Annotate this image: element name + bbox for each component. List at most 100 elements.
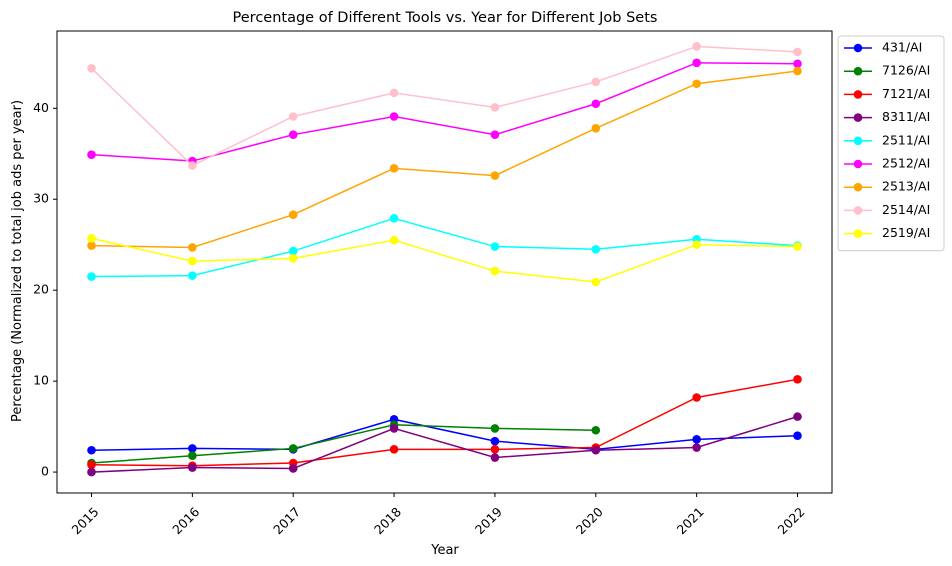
y-axis-label: Percentage (Normalized to total job ads …: [10, 100, 25, 422]
series-layer: [87, 42, 802, 477]
series-2519-ai: [87, 234, 802, 287]
series-line-8311-ai: [91, 415, 798, 473]
legend-marker: [853, 229, 863, 238]
y-tick-label: 40: [33, 100, 49, 115]
legend-item: 8311/AI: [844, 109, 930, 124]
legend-marker: [853, 43, 863, 53]
y-tick-label: 20: [33, 282, 49, 297]
data-point: [288, 254, 298, 263]
x-tick-label: 2016: [169, 504, 202, 537]
data-point: [389, 88, 399, 98]
data-point: [87, 63, 96, 73]
data-point: [490, 242, 500, 251]
data-point: [389, 235, 399, 245]
series-2512-ai: [87, 58, 802, 166]
data-point: [87, 272, 96, 281]
legend-marker: [853, 206, 863, 215]
legend-item: 431/AI: [844, 40, 922, 55]
data-point: [389, 112, 399, 121]
series-line-431-ai: [91, 418, 798, 452]
data-point: [793, 431, 802, 441]
legend-label: 7121/AI: [882, 86, 930, 101]
series-line-7126-ai: [91, 424, 596, 464]
data-point: [591, 425, 601, 435]
legend-label: 2513/AI: [882, 179, 930, 194]
data-point: [490, 445, 500, 454]
data-point: [188, 451, 197, 461]
data-point: [87, 150, 96, 159]
legend-marker: [853, 136, 863, 146]
data-point: [793, 412, 802, 421]
data-point: [793, 375, 802, 384]
series-7126-ai: [87, 420, 601, 468]
x-tick-label: 2017: [270, 504, 303, 537]
x-tick-label: 2021: [674, 504, 707, 537]
data-point: [288, 246, 298, 256]
legend-item: 2512/AI: [844, 156, 930, 171]
data-point: [389, 424, 399, 433]
legend-marker: [853, 66, 863, 76]
data-point: [591, 99, 601, 109]
legend-label: 2511/AI: [882, 132, 930, 147]
legend-item: 7121/AI: [844, 86, 930, 101]
legend-item: 2513/AI: [844, 179, 930, 194]
legend-marker: [853, 90, 863, 99]
data-point: [490, 436, 500, 446]
x-tick-label: 2019: [472, 504, 505, 537]
legend-item: 2514/AI: [844, 202, 930, 217]
data-point: [389, 445, 399, 454]
legend-label: 7126/AI: [882, 63, 930, 78]
series-line-2511-ai: [91, 217, 798, 278]
data-point: [288, 130, 298, 139]
plot-frame: [56, 30, 833, 494]
data-point: [288, 464, 298, 473]
data-point: [87, 460, 96, 470]
legend-marker: [853, 182, 863, 192]
series-line-2513-ai: [91, 70, 798, 249]
data-point: [490, 424, 500, 433]
y-axis-ticks: 0 10 20 30 40: [33, 100, 57, 479]
legend-marker: [853, 113, 863, 122]
data-point: [188, 444, 197, 453]
legend: 431/AI 7126/AI 7121/AI 8311/AI 2511/AI 2512/A…: [837, 35, 945, 252]
data-point: [288, 112, 298, 121]
legend-frame: [837, 35, 945, 252]
data-point: [87, 241, 96, 250]
data-point: [288, 210, 298, 220]
data-point: [490, 453, 500, 462]
data-point: [490, 103, 500, 112]
chart-title: Percentage of Different Tools vs. Year f…: [233, 10, 658, 26]
legend-marker: [853, 159, 863, 169]
data-point: [692, 58, 701, 68]
data-point: [793, 47, 802, 57]
data-point: [793, 242, 802, 251]
legend-label: 8311/AI: [882, 109, 930, 124]
series-line-2512-ai: [91, 62, 798, 162]
data-point: [591, 124, 601, 133]
legend-item: 2511/AI: [844, 132, 930, 147]
series-line-2519-ai: [91, 237, 798, 283]
series-line-2514-ai: [90, 45, 798, 167]
data-point: [793, 66, 802, 76]
legend-item: 7126/AI: [844, 63, 930, 78]
x-tick-label: 2015: [68, 504, 101, 537]
data-point: [692, 443, 701, 452]
data-point: [188, 243, 197, 252]
series-8311-ai: [87, 412, 802, 477]
data-point: [87, 467, 96, 477]
x-tick-label: 2022: [774, 504, 807, 537]
x-axis-ticks: 2015 2016 2017 2018 2019 2020 2021 2022: [68, 493, 808, 537]
data-point: [591, 445, 601, 455]
series-line-7121-ai: [91, 378, 798, 467]
data-point: [188, 271, 197, 280]
legend-label: 2514/AI: [882, 202, 930, 217]
data-point: [591, 244, 601, 254]
x-tick-label: 2018: [371, 504, 404, 537]
series-2514-ai: [87, 42, 802, 170]
x-axis-label: Year: [430, 543, 459, 558]
y-tick-label: 10: [33, 373, 49, 388]
data-point: [591, 77, 601, 87]
legend-label: 2512/AI: [882, 156, 930, 171]
data-point: [490, 171, 500, 180]
